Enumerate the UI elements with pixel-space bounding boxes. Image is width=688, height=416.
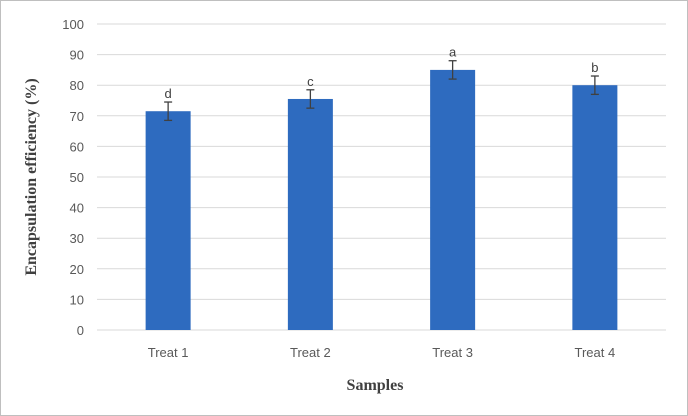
bars (145, 69, 618, 331)
significance-letter: a (449, 45, 457, 60)
error-bars (164, 60, 599, 122)
significance-letter: d (165, 86, 172, 101)
y-tick-label: 30 (70, 231, 84, 246)
y-axis-tick-labels: 0 10 20 30 40 50 60 70 80 90 100 (62, 17, 84, 338)
y-tick-label: 100 (62, 17, 84, 32)
y-tick-label: 0 (77, 323, 84, 338)
y-tick-label: 10 (70, 292, 84, 307)
significance-letter: c (307, 74, 314, 89)
y-tick-label: 60 (70, 139, 84, 154)
y-tick-label: 50 (70, 170, 84, 185)
bar (145, 111, 191, 331)
y-tick-label: 80 (70, 78, 84, 93)
significance-letters: d c a b (165, 45, 599, 101)
x-tick-label: Treat 4 (575, 345, 616, 360)
y-tick-label: 70 (70, 109, 84, 124)
x-axis-title: Samples (347, 377, 404, 394)
x-tick-label: Treat 2 (290, 345, 331, 360)
y-tick-label: 90 (70, 48, 84, 63)
gridlines (97, 23, 666, 331)
x-axis-tick-labels: Treat 1 Treat 2 Treat 3 Treat 4 (148, 345, 615, 360)
bar (572, 85, 618, 330)
bar (287, 98, 333, 330)
x-tick-label: Treat 3 (432, 345, 473, 360)
y-tick-label: 40 (70, 201, 84, 216)
significance-letter: b (591, 60, 598, 75)
bar (430, 69, 476, 331)
x-tick-label: Treat 1 (148, 345, 189, 360)
y-axis-title: Encapsulation efficiency (%) (23, 78, 40, 275)
y-tick-label: 20 (70, 262, 84, 277)
